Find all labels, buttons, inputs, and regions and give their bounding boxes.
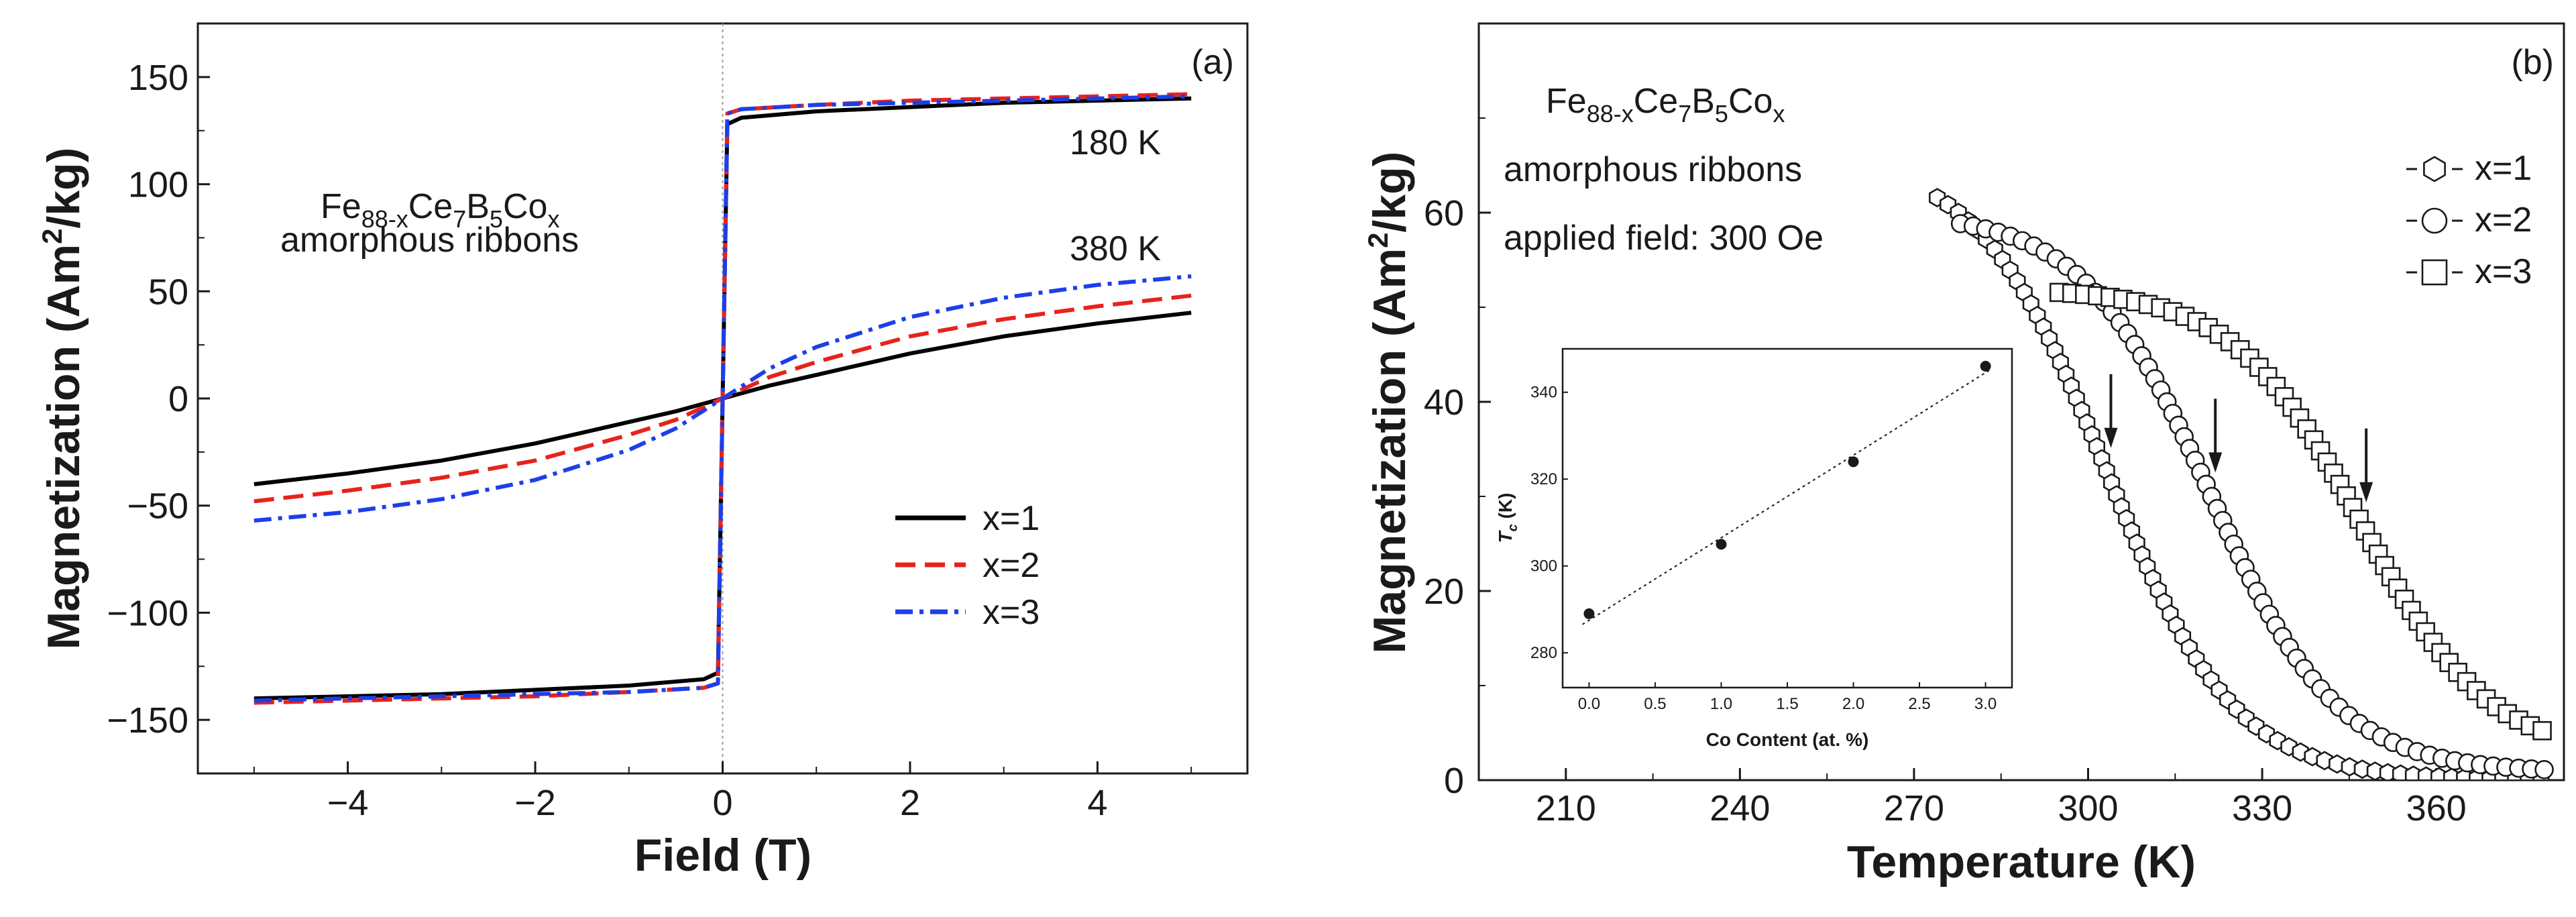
panel-b-markers [1929,188,2554,779]
marker-square [2198,318,2218,337]
panel-a-temp-low: 180 K [1070,123,1161,162]
inset-x-tick-label: 2.0 [1842,695,1864,713]
inset-x-tick-label: 0.5 [1644,695,1666,713]
inset-point [1848,456,1859,468]
inset-ticks: 0.0 0.5 1.0 1.5 2.0 2.5 3.0 280 300 320 340 [1530,384,1997,713]
curve-x3-low-t [254,94,1192,703]
panel-b-field-label: applied field: 300 Oe [1504,219,1824,258]
inset-ylabel: Tc (K) [1495,493,1520,543]
y-tick-label: −100 [107,593,188,633]
marker-hexagon [2329,754,2346,774]
y-tick-label: 150 [128,58,188,98]
panel-b-label: (b) [2511,43,2554,82]
legend-label-circle: x=2 [2475,201,2532,239]
tc-arrow-head [2104,427,2118,448]
legend-marker-circle [2421,207,2448,234]
y-tick-label: 60 [1424,193,1464,233]
x-tick-label: 240 [1710,788,1770,828]
legend-marker-square [2421,259,2448,286]
panel-b: 210 240 270 300 330 360 0 20 40 60 (b) Fe88-xCe7B… [1362,22,2565,887]
tc-arrow-head [2359,482,2373,502]
panel-b-sample-label: amorphous ribbons [1504,150,1802,189]
inset-y-tick-label: 280 [1530,644,1557,662]
panel-b-composition: Fe88-xCe7B5Cox [1546,82,1785,127]
y-tick-label: −50 [127,486,188,527]
y-tick-label: 0 [1444,761,1464,801]
inset-fit-line [1582,368,1993,625]
inset-xlabel: Co Content (at. %) [1706,729,1869,750]
y-tick-label: 100 [128,165,188,205]
y-tick-label: 40 [1424,382,1464,423]
inset-x-tick-label: 1.5 [1776,695,1798,713]
marker-hexagon [2316,751,2333,771]
inset-y-tick-label: 340 [1530,384,1557,402]
inset-y-tick-label: 320 [1530,470,1557,488]
inset-point [1980,360,1991,372]
x-tick-label: 210 [1536,788,1596,828]
x-tick-label: 4 [1087,783,1107,823]
panel-b-ticks: 210 240 270 300 330 360 0 20 40 60 [1424,117,2524,828]
inset-plot: 0.0 0.5 1.0 1.5 2.0 2.5 3.0 280 300 320 340 Co Con… [1495,347,2013,750]
inset-points [1582,360,1993,625]
panel-a-composition: Fe88-xCe7B5Cox [321,187,559,233]
x-tick-label: 300 [2058,788,2118,828]
y-tick-label: −150 [107,700,188,741]
inset-frame [1561,347,2013,689]
x-tick-label: 2 [900,783,920,823]
legend-marker-hexagon [2423,156,2446,182]
panel-a-label: (a) [1191,43,1234,82]
panel-a-curves [254,92,1192,705]
panel-b-ylabel: Magnetization (Am2/kg) [1362,152,1415,654]
tc-arrow-head [2208,452,2223,473]
inset-point [1583,608,1595,619]
x-tick-label: 330 [2232,788,2292,828]
legend-label-x2: x=2 [983,546,1040,585]
panel-a-xlabel: Field (T) [634,830,811,881]
y-tick-label: 0 [168,379,188,419]
x-tick-label: 0 [712,783,732,823]
panel-a-ticks: −4 −2 0 2 4 −150 −100 −50 0 50 100 150 [107,23,1192,823]
inset-point [1716,539,1727,550]
panel-b-arrows [2104,374,2373,502]
legend-label-hex: x=1 [2475,149,2532,188]
y-tick-label: 50 [148,272,188,312]
inset-x-tick-label: 0.0 [1578,695,1600,713]
inset-x-tick-label: 1.0 [1710,695,1732,713]
legend-label-x1: x=1 [983,499,1040,538]
inset-x-tick-label: 3.0 [1974,695,1997,713]
legend-label-square: x=3 [2475,252,2532,291]
legend-label-x3: x=3 [983,593,1040,632]
x-tick-label: 270 [1884,788,1944,828]
panel-a: −4 −2 0 2 4 −150 −100 −50 0 50 100 150 (a) Fe88-xCe… [36,22,1249,881]
x-tick-label: −2 [514,783,556,823]
marker-square [2532,720,2552,741]
panel-a-ylabel: Magnetization (Am2/kg) [36,148,89,650]
panel-a-temp-high: 380 K [1070,229,1161,268]
y-tick-label: 20 [1424,572,1464,612]
inset-y-tick-label: 300 [1530,557,1557,576]
x-tick-label: 360 [2406,788,2467,828]
x-tick-label: −4 [327,783,369,823]
inset-x-tick-label: 2.5 [1908,695,1930,713]
panel-a-legend: x=1 x=2 x=3 [895,499,1040,632]
panel-b-xlabel: Temperature (K) [1847,837,2196,887]
panel-b-legend: x=1 x=2 x=3 [2406,149,2532,291]
marker-circle [2534,760,2554,779]
panel-a-sample-label: amorphous ribbons [280,221,579,260]
